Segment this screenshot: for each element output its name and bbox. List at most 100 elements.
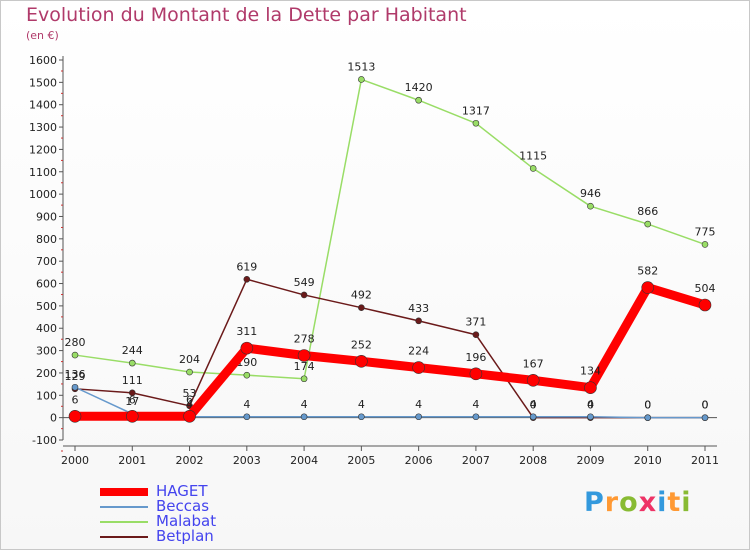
legend-swatch [100,506,148,508]
y-tick-label: 600 [36,278,57,291]
y-tick-label: 1500 [29,76,57,89]
data-label-malabat: 280 [65,336,86,349]
data-label-haget: 134 [580,365,601,378]
data-point-haget [469,367,483,381]
data-label-haget: 6 [186,393,193,406]
data-label-malabat: 204 [179,353,200,366]
y-tick-label: 900 [36,210,57,223]
data-point-haget [641,281,655,294]
data-label-betplan: 0 [644,399,651,412]
x-tick-label: 2003 [233,454,261,467]
data-label-betplan: 0 [702,399,709,412]
data-label-malabat: 1317 [462,104,490,117]
data-label-betplan: 0 [530,399,537,412]
data-point-beccas [415,413,422,421]
data-point-haget [584,381,597,394]
legend-label: Malabat [156,512,217,530]
data-label-betplan: 0 [587,399,594,412]
legend-label: Betplan [156,527,214,545]
y-tick-label: 1300 [29,121,57,134]
data-point-haget [526,374,540,387]
y-tick-label: 1600 [29,54,57,67]
series-line-haget [70,283,710,421]
y-tick-label: 200 [36,367,57,380]
data-point-malabat [587,202,594,210]
data-label-betplan: 371 [465,316,486,329]
x-tick-label: 2008 [519,454,547,467]
y-tick-label: 800 [36,233,57,246]
x-tick-label: 2004 [290,454,318,467]
x-tick-label: 2010 [634,454,662,467]
series-line-malabat [74,78,706,380]
data-label-betplan: 53 [183,387,197,400]
data-point-malabat [529,165,537,172]
data-label-beccas: 0 [702,399,709,412]
data-point-beccas [300,413,308,421]
data-point-beccas [587,413,594,421]
data-point-betplan [300,291,308,299]
legend-label: Beccas [156,497,210,515]
data-point-haget [125,410,139,423]
data-point-haget [355,355,368,368]
y-tick-label: 1200 [29,143,57,156]
y-tick-label: -100 [32,434,57,447]
data-label-betplan: 433 [408,302,429,315]
data-point-betplan [472,331,480,339]
legend-swatch [100,521,148,523]
data-point-haget [68,410,82,423]
data-point-beccas [71,383,79,391]
data-point-beccas [358,413,365,421]
x-tick-label: 2009 [576,454,604,467]
data-label-malabat: 946 [580,187,601,200]
data-label-betplan: 111 [122,374,143,387]
data-point-malabat [415,96,422,104]
data-point-malabat [644,220,652,228]
data-point-malabat [701,241,709,248]
data-point-betplan [243,275,251,283]
x-tick-label: 2007 [462,454,490,467]
proxiti-logo: Proxiti [584,487,692,518]
data-label-beccas: 4 [301,398,308,411]
data-point-malabat [472,119,480,127]
data-label-malabat: 244 [122,344,143,357]
data-point-malabat [300,375,308,383]
data-label-malabat: 1513 [347,60,375,73]
data-label-malabat: 866 [637,205,658,218]
data-point-haget [698,298,712,312]
chart-title: Evolution du Montant de la Dette par Hab… [26,4,467,26]
data-label-haget: 504 [695,282,716,295]
data-label-beccas: 136 [65,368,86,381]
data-label-beccas: 4 [587,398,594,411]
data-label-haget: 582 [637,265,658,278]
y-tick-label: 100 [36,389,57,402]
legend-swatch [100,488,148,496]
y-tick-label: 400 [36,322,57,335]
data-label-beccas: 17 [125,395,139,408]
y-tick-label: 1100 [29,166,57,179]
x-tick-label: 2005 [347,454,375,467]
data-point-haget [240,341,254,355]
data-label-beccas: 4 [243,398,250,411]
data-point-malabat [128,359,136,367]
y-tick-label: 300 [36,345,57,358]
data-label-beccas: 4 [415,398,422,411]
x-tick-label: 2002 [176,454,204,467]
data-point-beccas [243,413,251,421]
data-label-malabat: 775 [695,225,716,238]
y-tick-label: 1400 [29,99,57,112]
data-point-haget [412,361,425,374]
data-point-haget [297,349,311,362]
y-tick-label: 1000 [29,188,57,201]
data-label-beccas: 4 [530,398,537,411]
data-point-betplan [415,317,422,325]
data-label-beccas: 4 [186,398,193,411]
data-label-haget: 6 [72,393,79,406]
data-label-haget: 252 [351,338,372,351]
data-label-beccas: 4 [358,398,365,411]
data-label-malabat: 1115 [519,149,547,162]
data-label-betplan: 549 [294,276,315,289]
x-tick-label: 2006 [405,454,433,467]
data-label-haget: 167 [523,357,544,370]
